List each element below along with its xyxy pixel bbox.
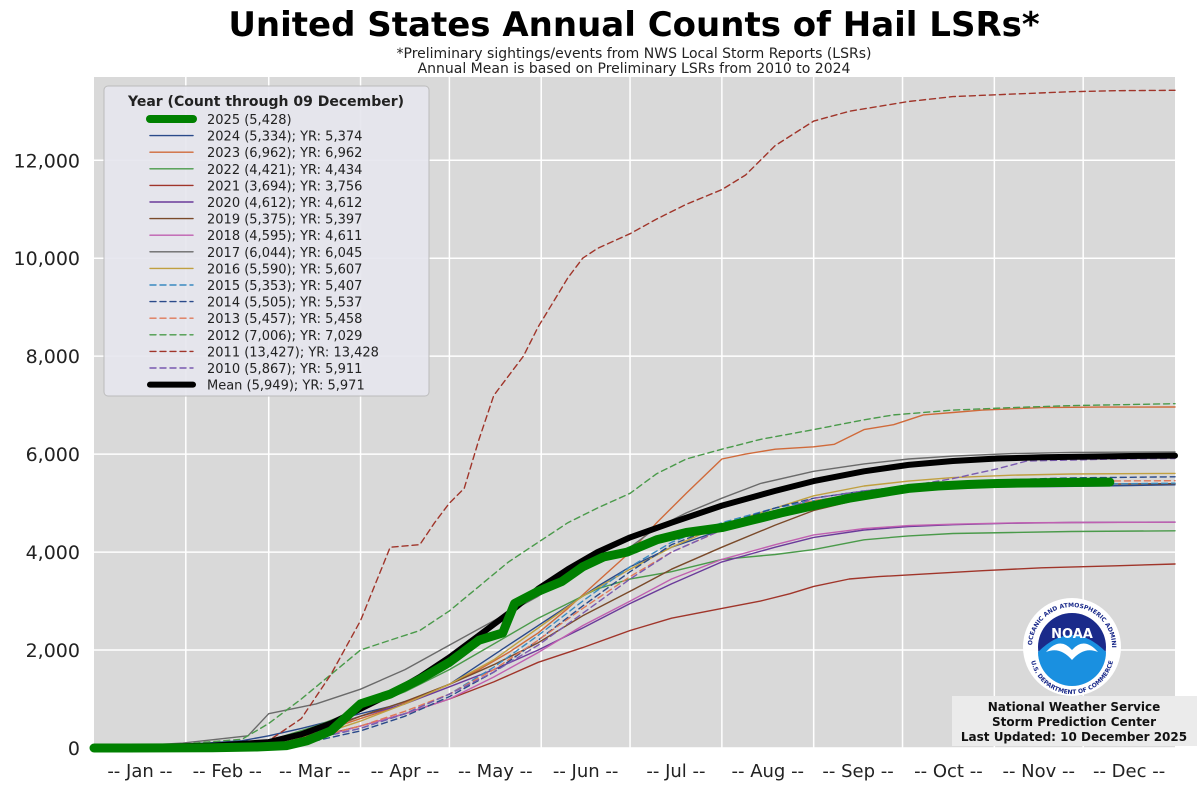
x-tick-label: -- Oct -- [914, 761, 983, 782]
x-tick-label: -- Aug -- [731, 761, 804, 782]
x-tick-label: -- Nov -- [1002, 761, 1075, 782]
legend-label-2010: 2010 (5,867); YR: 5,911 [207, 362, 362, 377]
y-tick-label: 10,000 [14, 248, 80, 270]
x-tick-label: -- Mar -- [279, 761, 350, 782]
x-tick-label: -- Feb -- [193, 761, 262, 782]
x-tick-label: -- Jun -- [553, 761, 619, 782]
chart-subtitle-2: Annual Mean is based on Preliminary LSRs… [418, 61, 851, 77]
x-tick-label: -- Dec -- [1093, 761, 1165, 782]
x-tick-label: -- Jan -- [107, 761, 172, 782]
credits-box [952, 696, 1197, 746]
series-line-2011 [93, 89, 1176, 749]
y-tick-label: 6,000 [26, 444, 80, 466]
x-tick-label: -- Sep -- [822, 761, 893, 782]
legend-label-2015: 2015 (5,353); YR: 5,407 [207, 279, 362, 294]
legend-label-2019: 2019 (5,375); YR: 5,397 [207, 213, 362, 228]
series-line-2010 [93, 457, 1176, 749]
series-line-2012 [93, 403, 1176, 749]
legend-label-2022: 2022 (4,421); YR: 4,434 [207, 163, 362, 178]
legend-label-2020: 2020 (4,612); YR: 4,612 [207, 196, 362, 211]
legend-label-2025: 2025 (5,428) [207, 113, 292, 128]
x-axis-month-labels: -- Jan -- -- Feb -- -- Mar -- -- Apr -- -- M… [107, 761, 1165, 782]
series-line-2014 [93, 476, 1176, 749]
series-line-2025 [89, 477, 1115, 753]
x-tick-label: -- Apr -- [371, 761, 440, 782]
legend-label-mean: Mean (5,949); YR: 5,971 [207, 379, 365, 394]
chart-title: United States Annual Counts of Hail LSRs… [228, 5, 1040, 45]
y-tick-label: 2,000 [26, 640, 80, 662]
legend-label-2012: 2012 (7,006); YR: 7,029 [207, 329, 362, 344]
legend-label-2016: 2016 (5,590); YR: 5,607 [207, 262, 362, 277]
legend-label-2021: 2021 (3,694); YR: 3,756 [207, 179, 362, 194]
y-tick-label: 4,000 [26, 542, 80, 564]
credit-nws: National Weather Service [988, 700, 1161, 714]
series-layer [89, 89, 1178, 753]
y-axis-ticks: 0 2,000 4,000 6,000 8,000 10,000 12,000 [14, 150, 80, 760]
noaa-logo-text: NOAA [1051, 627, 1093, 642]
legend-label-2014: 2014 (5,505); YR: 5,537 [207, 296, 362, 311]
y-tick-label: 0 [68, 738, 80, 760]
credit-spc: Storm Prediction Center [992, 715, 1156, 729]
x-tick-label: -- Jul -- [646, 761, 705, 782]
legend-title: Year (Count through 09 December) [127, 94, 404, 110]
legend-label-2011: 2011 (13,427); YR: 13,428 [207, 345, 379, 360]
noaa-logo-gull-icon [1046, 643, 1098, 660]
y-tick-label: 12,000 [14, 150, 80, 172]
legend-label-2023: 2023 (6,962); YR: 6,962 [207, 146, 362, 161]
legend-label-2017: 2017 (6,044); YR: 6,045 [207, 246, 362, 261]
legend: Year (Count through 09 December) 2025 (5… [103, 85, 430, 397]
legend-label-2024: 2024 (5,334); YR: 5,374 [207, 130, 362, 145]
chart-subtitle-1: *Preliminary sightings/events from NWS L… [397, 46, 872, 62]
x-tick-label: -- May -- [458, 761, 533, 782]
credit-last-updated: Last Updated: 10 December 2025 [961, 730, 1187, 744]
legend-label-2013: 2013 (5,457); YR: 5,458 [207, 312, 362, 327]
legend-label-2018: 2018 (4,595); YR: 4,611 [207, 229, 362, 244]
y-tick-label: 8,000 [26, 346, 80, 368]
